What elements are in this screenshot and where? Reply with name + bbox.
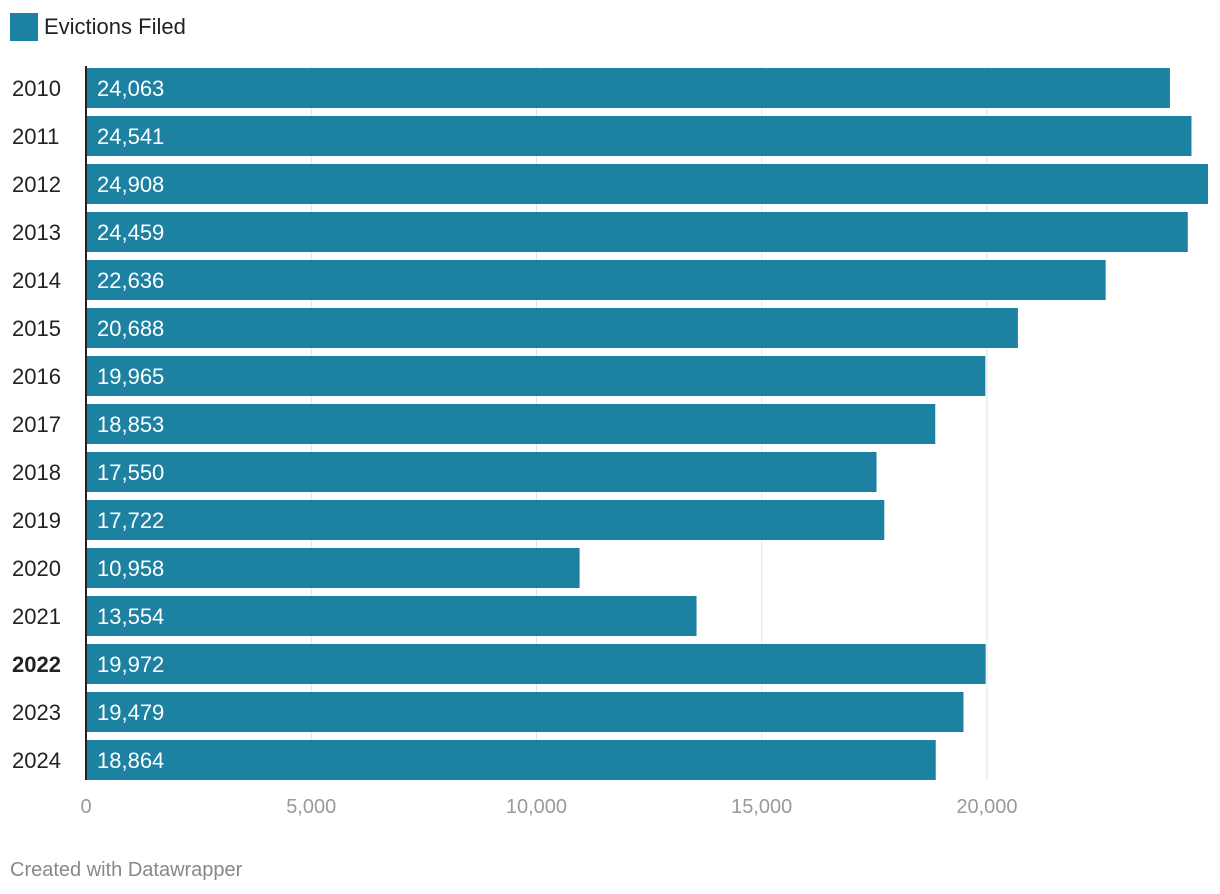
bar-2019 <box>86 500 885 540</box>
bars: 2010 24,063 2011 24,541 2012 24,908 2013 24,459… <box>12 68 1208 780</box>
category-label-2014: 2014 <box>12 268 61 293</box>
category-label-2016: 2016 <box>12 364 61 389</box>
value-label-2024: 18,864 <box>97 748 164 773</box>
category-label-2019: 2019 <box>12 508 61 533</box>
x-tick-label: 10,000 <box>506 796 567 818</box>
value-label-2010: 24,063 <box>97 76 164 101</box>
legend-swatch-evictions-filed <box>10 13 38 41</box>
category-label-2024: 2024 <box>12 748 61 773</box>
category-label-2013: 2013 <box>12 220 61 245</box>
value-label-2020: 10,958 <box>97 556 164 581</box>
x-tick-label: 5,000 <box>286 796 336 818</box>
bar-2013 <box>86 212 1188 252</box>
bar-2010 <box>86 68 1170 108</box>
value-label-2014: 22,636 <box>97 268 164 293</box>
value-label-2011: 24,541 <box>97 124 164 149</box>
category-label-2011: 2011 <box>12 124 59 149</box>
category-label-2021: 2021 <box>12 604 61 629</box>
value-label-2016: 19,965 <box>97 364 164 389</box>
value-label-2019: 17,722 <box>97 508 164 533</box>
bar-2017 <box>86 404 936 444</box>
x-axis-ticks: 0 5,000 10,000 15,000 20,000 <box>80 796 1017 818</box>
bar-2022 <box>86 644 986 684</box>
category-label-2022: 2022 <box>12 652 61 677</box>
x-tick-label: 0 <box>80 796 91 818</box>
category-label-2017: 2017 <box>12 412 61 437</box>
value-label-2017: 18,853 <box>97 412 164 437</box>
bar-2024 <box>86 740 936 780</box>
value-label-2012: 24,908 <box>97 172 164 197</box>
value-label-2018: 17,550 <box>97 460 164 485</box>
x-tick-label: 20,000 <box>956 796 1017 818</box>
value-label-2021: 13,554 <box>97 604 164 629</box>
category-label-2010: 2010 <box>12 76 61 101</box>
value-label-2022: 19,972 <box>97 652 164 677</box>
bar-2012 <box>86 164 1208 204</box>
footer-credit: Created with Datawrapper <box>10 859 243 881</box>
category-label-2023: 2023 <box>12 700 61 725</box>
bar-2016 <box>86 356 986 396</box>
legend: Evictions Filed <box>10 13 186 41</box>
category-label-2018: 2018 <box>12 460 61 485</box>
category-label-2020: 2020 <box>12 556 61 581</box>
category-label-2015: 2015 <box>12 316 61 341</box>
category-label-2012: 2012 <box>12 172 61 197</box>
bar-2014 <box>86 260 1106 300</box>
legend-label-evictions-filed: Evictions Filed <box>44 14 186 39</box>
x-tick-label: 15,000 <box>731 796 792 818</box>
value-label-2015: 20,688 <box>97 316 164 341</box>
bar-2020 <box>86 548 580 588</box>
value-label-2013: 24,459 <box>97 220 164 245</box>
bar-2015 <box>86 308 1018 348</box>
bar-2011 <box>86 116 1192 156</box>
bar-2018 <box>86 452 877 492</box>
bar-2021 <box>86 596 697 636</box>
bar-2023 <box>86 692 964 732</box>
value-label-2023: 19,479 <box>97 700 164 725</box>
